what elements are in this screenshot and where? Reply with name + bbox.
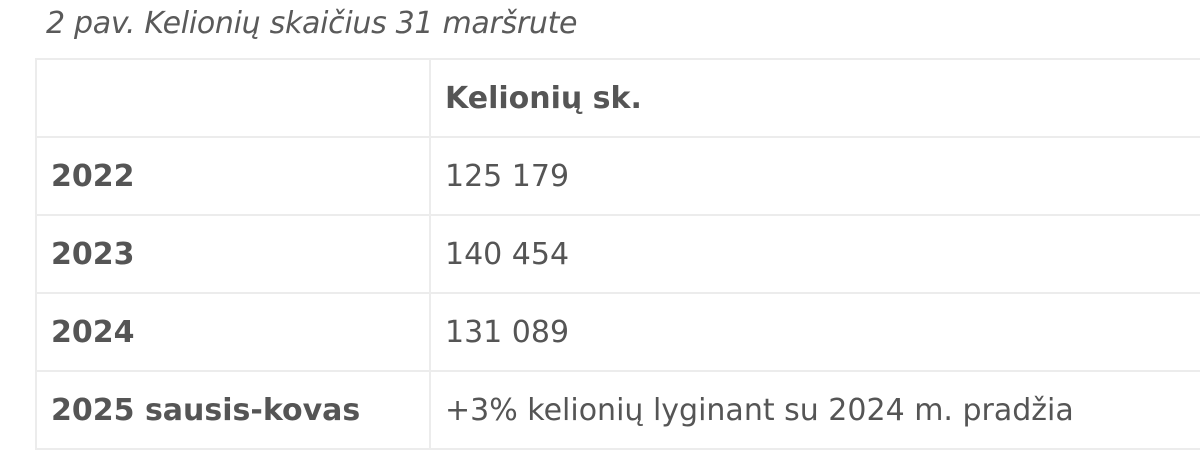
trips-table: Kelionių sk. 2022 125 179 2023 140 454 2… bbox=[35, 58, 1200, 450]
table-row: 2023 140 454 bbox=[35, 214, 1200, 294]
row-value: 131 089 bbox=[429, 292, 1200, 372]
table-caption: 2 pav. Kelionių skaičius 31 maršrute bbox=[46, 6, 578, 41]
table-header-row: Kelionių sk. bbox=[35, 58, 1200, 138]
row-value: 140 454 bbox=[429, 214, 1200, 294]
table-row: 2025 sausis-kovas +3% kelionių lyginant … bbox=[35, 370, 1200, 450]
row-period: 2023 bbox=[35, 214, 431, 294]
row-period: 2025 sausis-kovas bbox=[35, 370, 431, 450]
table-row: 2024 131 089 bbox=[35, 292, 1200, 372]
table-row: 2022 125 179 bbox=[35, 136, 1200, 216]
header-period bbox=[35, 58, 431, 138]
row-value: 125 179 bbox=[429, 136, 1200, 216]
row-value: +3% kelionių lyginant su 2024 m. pradžia bbox=[429, 370, 1200, 450]
header-trips: Kelionių sk. bbox=[429, 58, 1200, 138]
row-period: 2024 bbox=[35, 292, 431, 372]
row-period: 2022 bbox=[35, 136, 431, 216]
